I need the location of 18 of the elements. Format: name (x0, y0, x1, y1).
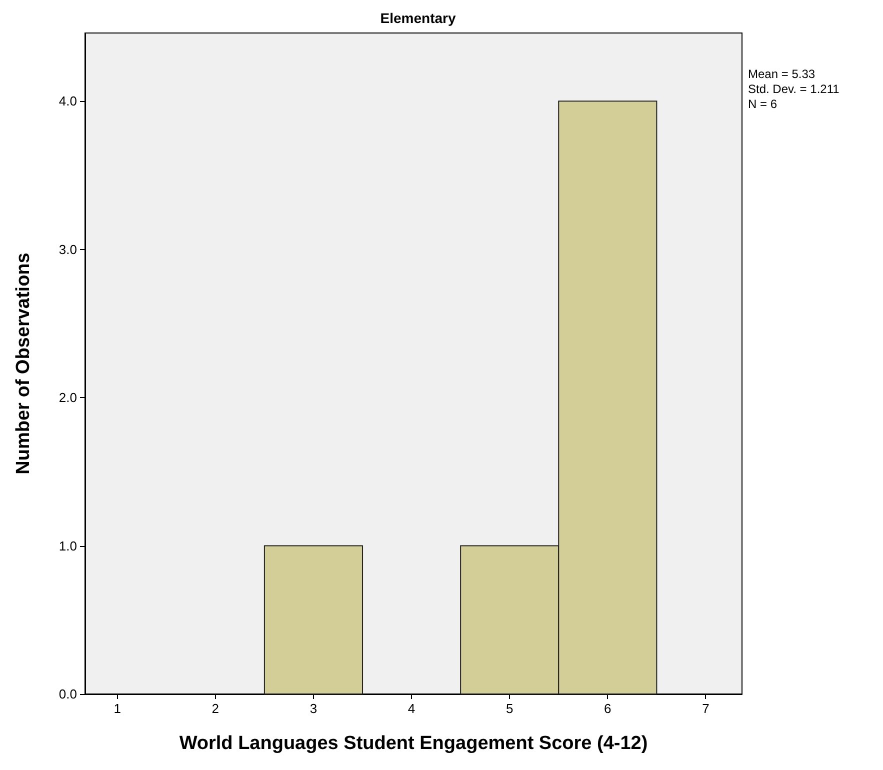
y-tick-label: 0.0 (58, 686, 77, 702)
chart-title: Elementary (380, 10, 456, 26)
text: Mean = 5.33 (748, 67, 816, 81)
x-axis-title: World Languages Student Engagement Score (4-12) (179, 733, 648, 754)
x-tick-label: 6 (604, 701, 612, 716)
text: Std. Dev. = 1.211 (748, 82, 840, 96)
y-tick-label: 1.0 (58, 538, 77, 554)
x-tick-label: 5 (506, 701, 514, 716)
x-tick-label: 4 (408, 701, 416, 716)
x-tick-label: 3 (310, 701, 318, 716)
y-tick-label: 2.0 (58, 390, 77, 406)
x-tick-label: 7 (702, 701, 710, 716)
text: N = 6 (748, 97, 778, 111)
y-axis-title: Number of Observations (13, 252, 34, 474)
x-tick-label: 1 (114, 701, 121, 716)
y-tick-label: 3.0 (58, 242, 77, 257)
x-tick-label: 2 (212, 701, 220, 716)
y-tick-label: 4.0 (58, 94, 77, 109)
